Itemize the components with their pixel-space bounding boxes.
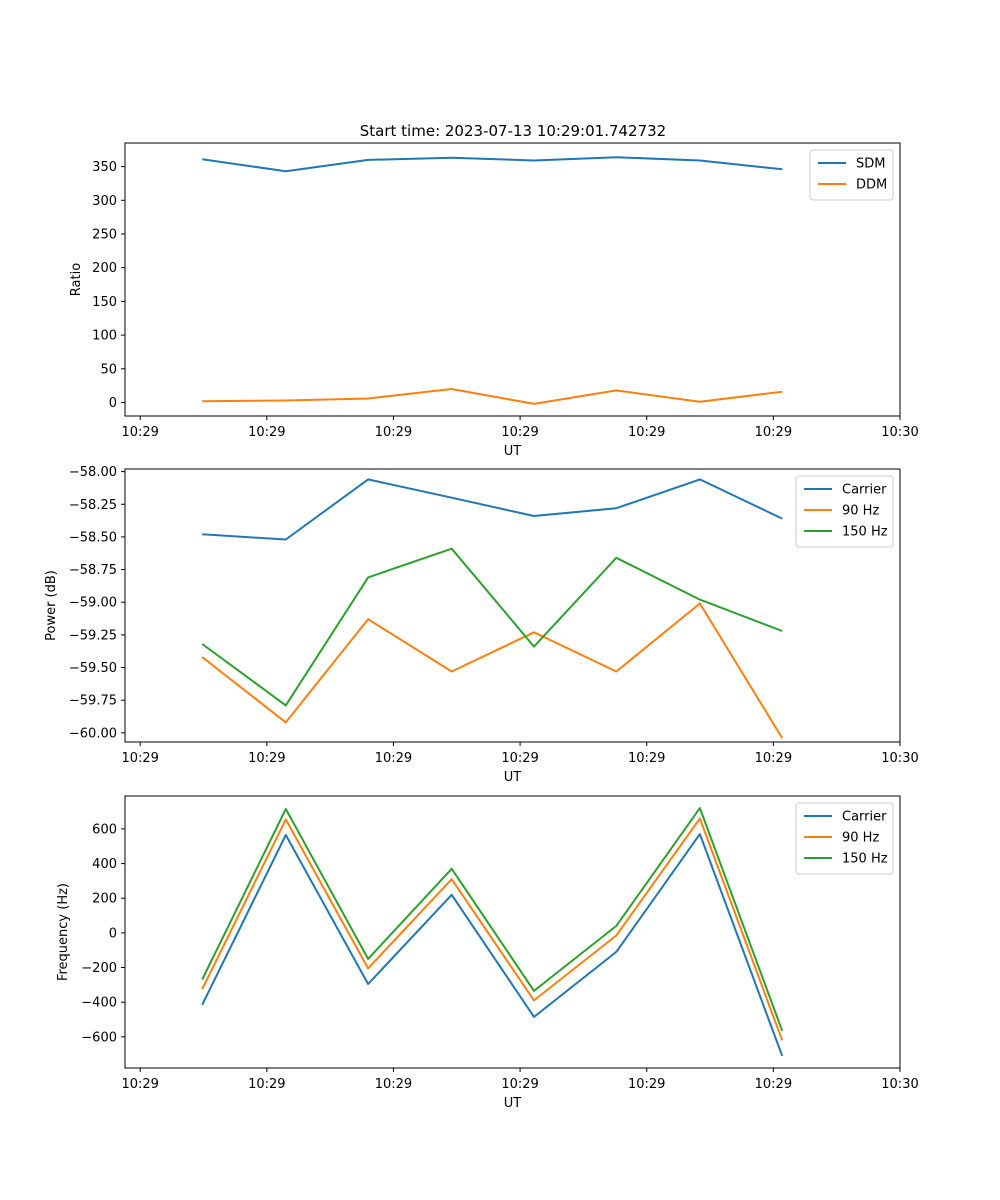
y-tick-label: −400 xyxy=(81,996,117,1011)
x-axis-label: UT xyxy=(504,1096,522,1111)
y-tick-label: 350 xyxy=(92,160,117,175)
legend-label: Carrier xyxy=(842,483,887,498)
series-line-90-hz xyxy=(201,817,784,1041)
x-tick-label: 10:30 xyxy=(881,1077,918,1092)
y-tick-label: 300 xyxy=(92,194,117,209)
y-tick-label: −60.00 xyxy=(69,726,117,741)
axes-frame xyxy=(124,142,901,417)
y-tick-label: 100 xyxy=(92,329,117,344)
legend-box xyxy=(795,475,894,548)
legend-label: DDM xyxy=(856,178,887,193)
legend-label: 150 Hz xyxy=(842,525,888,540)
y-tick-label: −59.75 xyxy=(69,694,117,709)
x-tick-label: 10:29 xyxy=(628,425,665,440)
y-tick-label: 50 xyxy=(100,362,117,377)
series-line-ddm xyxy=(202,388,783,405)
x-tick-label: 10:30 xyxy=(881,425,918,440)
y-tick-label: 400 xyxy=(92,857,117,872)
x-tick-label: 10:29 xyxy=(121,1077,158,1092)
x-tick-label: 10:29 xyxy=(501,751,538,766)
x-tick-label: 10:29 xyxy=(501,1077,538,1092)
y-tick-label: −58.25 xyxy=(69,498,117,513)
ratio-chart: 10:29 10:29 10:29 10:29 10:29 10:29 10:30 0 50 10… xyxy=(69,142,919,459)
legend: Carrier 90 Hz 150 Hz xyxy=(795,475,894,548)
y-tick-label: −58.75 xyxy=(69,563,117,578)
series-line-sdm xyxy=(202,156,783,173)
x-tick-label: 10:29 xyxy=(375,751,412,766)
legend-label: 90 Hz xyxy=(842,831,879,846)
y-tick-label: 0 xyxy=(109,926,117,941)
series-line-carrier xyxy=(202,478,783,541)
x-tick-label: 10:29 xyxy=(248,1077,285,1092)
axes-frame xyxy=(124,468,901,743)
y-tick-label: 0 xyxy=(109,396,117,411)
y-tick-label: −58.50 xyxy=(69,530,117,545)
y-tick-label: −58.00 xyxy=(69,465,117,480)
series-line-90-hz xyxy=(201,602,784,739)
x-tick-label: 10:29 xyxy=(375,425,412,440)
x-tick-label: 10:29 xyxy=(755,751,792,766)
legend-box xyxy=(795,802,894,875)
y-tick-label: 600 xyxy=(92,822,117,837)
y-tick-label: 200 xyxy=(92,261,117,276)
frequency-chart: 10:29 10:29 10:29 10:29 10:29 10:29 10:30 −600 −… xyxy=(56,795,919,1111)
y-axis-label: Power (dB) xyxy=(44,570,59,641)
axes-frame xyxy=(124,795,901,1069)
y-tick-label: −200 xyxy=(81,961,117,976)
legend-label: 90 Hz xyxy=(842,504,879,519)
x-axis-label: UT xyxy=(504,444,522,459)
series-line-carrier xyxy=(201,833,784,1057)
x-tick-label: 10:29 xyxy=(628,1077,665,1092)
x-tick-label: 10:29 xyxy=(755,425,792,440)
legend-label: 150 Hz xyxy=(842,852,888,867)
power-chart: 10:29 10:29 10:29 10:29 10:29 10:29 10:30 −58.0… xyxy=(44,465,919,785)
x-tick-label: 10:29 xyxy=(375,1077,412,1092)
series-line-150-hz xyxy=(201,807,784,1032)
y-axis-label: Ratio xyxy=(69,263,84,296)
x-tick-label: 10:29 xyxy=(248,751,285,766)
legend: Carrier 90 Hz 150 Hz xyxy=(795,802,894,875)
y-tick-label: −59.25 xyxy=(69,628,117,643)
y-tick-label: 250 xyxy=(92,228,117,243)
y-tick-label: 200 xyxy=(92,892,117,907)
x-tick-label: 10:29 xyxy=(755,1077,792,1092)
x-tick-label: 10:29 xyxy=(501,425,538,440)
x-tick-label: 10:29 xyxy=(121,425,158,440)
y-tick-label: −600 xyxy=(81,1030,117,1045)
x-tick-label: 10:29 xyxy=(121,751,158,766)
legend-label: SDM xyxy=(856,157,885,172)
series-line-150-hz xyxy=(201,547,783,707)
x-tick-label: 10:30 xyxy=(881,751,918,766)
y-axis-label: Frequency (Hz) xyxy=(56,883,71,981)
figure-title: Start time: 2023-07-13 10:29:01.742732 xyxy=(360,122,666,140)
x-axis-label: UT xyxy=(504,770,522,785)
x-tick-label: 10:29 xyxy=(248,425,285,440)
x-tick-label: 10:29 xyxy=(628,751,665,766)
legend-label: Carrier xyxy=(842,810,887,825)
y-tick-label: 150 xyxy=(92,295,117,310)
legend: SDM DDM xyxy=(809,149,894,201)
y-tick-label: −59.50 xyxy=(69,661,117,676)
y-tick-label: −59.00 xyxy=(69,596,117,611)
